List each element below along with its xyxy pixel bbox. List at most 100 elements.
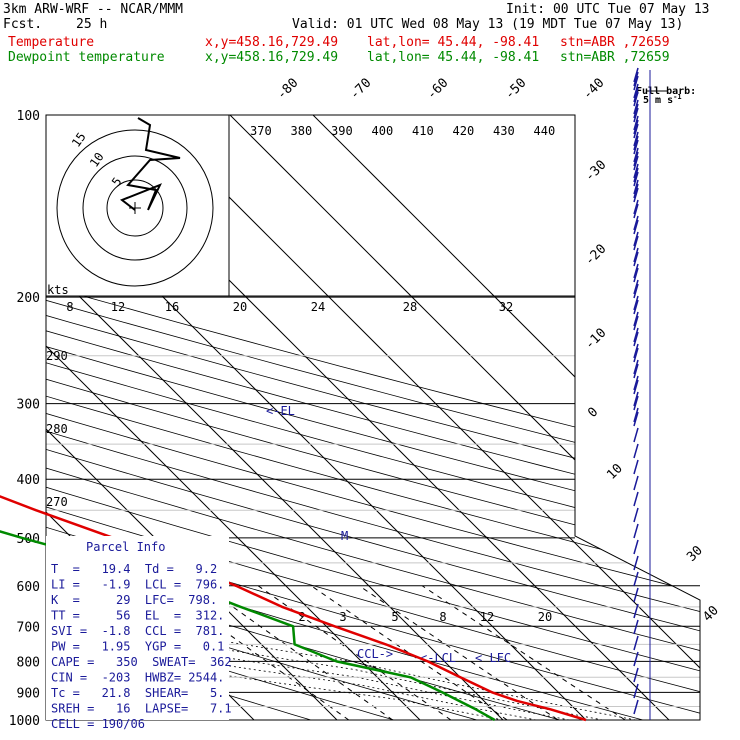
isotherm-line [229,115,700,720]
wind-barb [633,131,639,147]
wind-barb [633,683,639,699]
pressure-tick-label: 900 [17,686,40,701]
wind-barb [633,347,639,363]
isotherm-line [46,115,504,720]
wind-barb [633,151,639,167]
wind-barb [633,187,639,203]
wind-barb [633,311,639,327]
mixing-ratio-label: 24 [311,300,325,314]
dewpoint-stn: stn=ABR ,72659 [560,50,670,65]
pressure-tick-label: 600 [17,580,40,595]
wind-barb [633,99,639,115]
wind-barb [633,71,639,87]
mixing-ratio-label: 12 [480,610,494,624]
wind-barb [633,571,639,587]
mixing-ratio-label: 2 [298,610,305,624]
pressure-tick-label: 100 [17,109,40,124]
parcel-info-row: K = 29 LFC= 798. [51,593,217,607]
wind-barb [633,407,639,423]
wind-barb [633,83,639,99]
wind-barb [633,359,639,375]
pressure-tick-label: 1000 [9,714,40,729]
theta-e-label: 380 [291,124,313,138]
wind-barb [633,315,639,331]
isotherm-label: -80 [274,76,301,103]
pressure-tick-label: 700 [17,620,40,635]
wind-barb [633,667,639,683]
theta-e-label: 390 [331,124,353,138]
wind-barb [633,491,639,507]
theta-e-label: 400 [372,124,394,138]
wind-barb [633,91,639,107]
isotherm-line [312,115,700,720]
mixing-ratio-label: 8 [66,300,73,314]
hodograph-trace [119,117,181,211]
wind-barb [633,251,639,267]
wind-barb [633,395,639,411]
isotherm-label: -20 [582,242,609,269]
temperature-xy: x,y=458.16,729.49 [205,35,339,50]
parcel-info-row: SREH = 16 LAPSE= 7.1 [51,702,232,716]
wind-barb [633,235,639,251]
wind-barb [633,267,639,283]
wind-barb [633,147,639,163]
wind-barb [633,135,639,151]
wind-barb [633,427,639,443]
mixing-ratio-label: 20 [233,300,247,314]
wind-barb [633,331,639,347]
wind-barb [633,87,639,103]
wind-barb [633,171,639,187]
fcst-value: 25 h [76,17,108,32]
dewpoint-xy: x,y=458.16,729.49 [205,50,339,65]
parcel-info-title: Parcel Info [86,540,165,554]
parcel-info-row: PW = 1.95 YGP = 0.1 [51,640,224,654]
wind-barb [633,391,639,407]
level-annotation: < LFC [475,651,511,665]
wind-barb [633,555,639,571]
kts-label: kts [47,283,69,297]
wind-barb [633,115,639,131]
wind-barb [633,183,639,199]
isotherm-label: -50 [502,76,529,103]
isotherm-line [46,115,338,720]
hodograph-ring [106,179,164,237]
parcel-info-row: CAPE = 350 SWEAT= 362 [51,655,232,669]
mixing-ratio-label: 32 [499,300,513,314]
theta-e-label: 440 [534,124,556,138]
wind-barb [633,523,639,539]
wind-barb [633,167,639,183]
wind-legend-value: 5 m s-1 [643,93,682,106]
isotherm-label: -60 [424,76,451,103]
wind-barb [633,295,639,311]
model-title: 3km ARW-WRF -- NCAR/MMM [3,2,184,17]
wind-barb [633,651,639,667]
wind-barb [633,379,639,395]
wind-barb [633,299,639,315]
wind-barb [633,103,639,119]
isotherm-line [0,115,5,720]
wind-barb [633,139,639,155]
dewpoint-legend: Dewpoint temperature [8,50,165,65]
hodograph-ring-label: 15 [69,130,89,150]
isotherm-line [46,115,421,720]
wind-barb [633,119,639,135]
level-annotation: M [341,529,348,543]
wind-barb [633,219,639,235]
wind-barb [633,263,639,279]
isotherm-label: 10 [604,461,626,483]
mixing-ratio-label: 5 [391,610,398,624]
parcel-info-row: Tc = 21.8 SHEAR= 5. [51,686,224,700]
wind-barb [633,603,639,619]
wind-barb [633,475,639,491]
mixing-ratio-label: 28 [403,300,417,314]
theta-label: 280 [46,422,68,436]
wind-barb [633,203,639,219]
wind-barb [633,75,639,91]
moist-adiabat [46,296,603,720]
theta-e-label: 370 [250,124,272,138]
init-time: Init: 00 UTC Tue 07 May 13 [506,2,710,17]
isotherm-label: -30 [582,158,609,185]
isotherm-label: 0 [585,405,601,421]
isotherm-label: -40 [580,76,607,103]
